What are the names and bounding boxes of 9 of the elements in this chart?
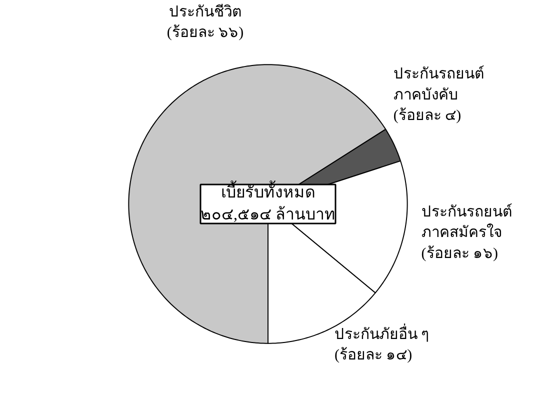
data-label: (ร้อยละ ๑๖)	[421, 245, 498, 262]
data-label: (ร้อยละ ๔)	[393, 107, 462, 124]
slice-label: ประกันรถยนต์ ภาคสมัครใจ	[421, 203, 512, 242]
slice-label: ประกันรถยนต์ ภาคบังคับ	[393, 65, 484, 104]
slice-label: ประกันชีวิต	[168, 3, 242, 20]
text: เบี้ยรับทั้งหมด ๒๐๔,๕๑๔ ล้านบาท	[200, 180, 336, 224]
data-label: (ร้อยละ ๖๖)	[166, 24, 244, 42]
slice-label: ประกันภัยอื่น ๆ	[334, 322, 430, 343]
data-label: (ร้อยละ ๑๔)	[334, 346, 412, 364]
